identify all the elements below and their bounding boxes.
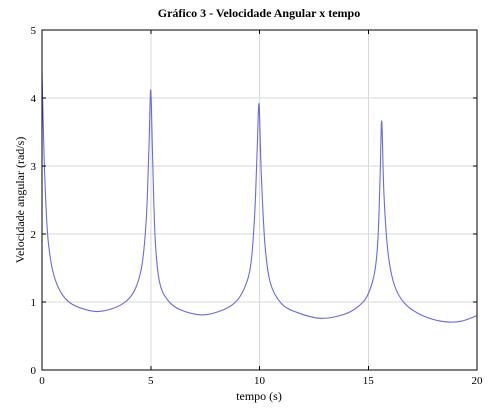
y-tick-label: 5 — [31, 25, 37, 37]
velocity-series-line — [41, 72, 478, 323]
grid — [42, 30, 477, 370]
y-tick-label: 2 — [31, 229, 37, 241]
chart-title: Gráfico 3 - Velocidade Angular x tempo — [158, 6, 360, 20]
y-tick-label: 3 — [31, 161, 37, 173]
y-tick-label: 0 — [31, 365, 37, 377]
x-tick-label: 5 — [148, 375, 154, 387]
x-tick-label: 15 — [363, 375, 375, 387]
x-tick-label: 0 — [39, 375, 45, 387]
y-tick-label: 4 — [31, 93, 37, 105]
y-tick-label: 1 — [31, 297, 37, 309]
x-tick-label: 20 — [472, 375, 484, 387]
plot-area — [41, 72, 478, 323]
x-axis-label: tempo (s) — [236, 389, 282, 403]
y-axis-label: Velocidade angular (rad/s) — [13, 137, 27, 264]
axis-ticks: 0 5 10 15 20 0 1 2 3 4 5 — [31, 25, 484, 387]
x-tick-label: 10 — [254, 375, 266, 387]
